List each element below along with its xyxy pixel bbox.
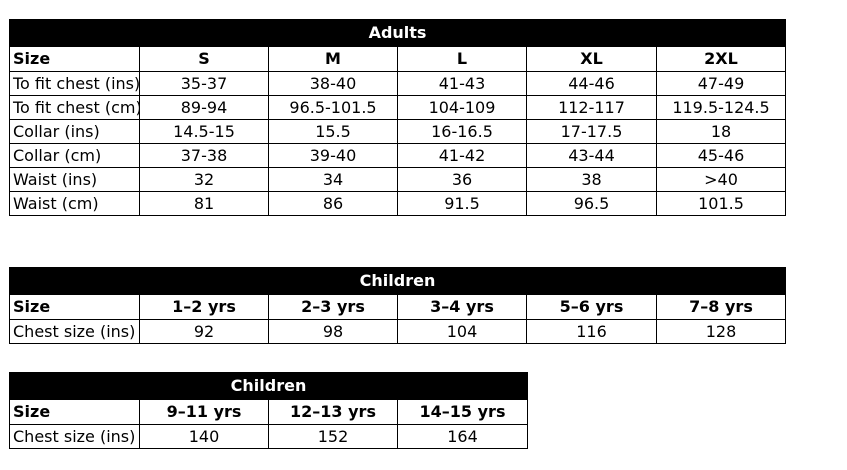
table-cell: 116 [526,319,657,344]
row-label: To fit chest (ins) [9,71,140,96]
table-cell: 104 [397,319,527,344]
row-label: Chest size (ins) [9,424,140,449]
column-header: L [397,46,527,72]
children-size-table: Children Size 9–11 yrs 12–13 yrs 14–15 y… [9,372,528,449]
table-title: Children [9,372,528,400]
table-cell: 112-117 [526,95,657,120]
table-cell: 47-49 [655,71,787,96]
table-row: Chest size (ins) 92 98 104 116 128 [9,319,786,344]
table-cell: 96.5-101.5 [268,95,398,120]
column-header: Size [9,399,140,425]
row-label: Waist (cm) [9,191,140,216]
table-row: To fit chest (cm) 89-94 96.5-101.5 104-1… [9,95,787,120]
table-cell: 16-16.5 [397,119,527,144]
table-cell: 41-43 [397,71,527,96]
row-label: Chest size (ins) [9,319,140,344]
table-cell: 45-46 [655,143,787,168]
table-cell: 36 [397,167,527,192]
column-header: 3–4 yrs [397,294,527,320]
column-header: Size [9,46,140,72]
column-header: 12–13 yrs [268,399,398,425]
table-cell: 15.5 [268,119,398,144]
header-row: Size 9–11 yrs 12–13 yrs 14–15 yrs [9,399,528,425]
column-header: Size [9,294,140,320]
column-header: S [139,46,269,72]
table-cell: 128 [656,319,786,344]
column-header: 2–3 yrs [268,294,398,320]
table-row: Chest size (ins) 140 152 164 [9,424,528,449]
column-header: 1–2 yrs [139,294,269,320]
adults-size-table: Adults Size S M L XL 2XL To fit chest (i… [8,19,787,216]
table-cell: 38-40 [268,71,398,96]
table-cell: 89-94 [139,95,269,120]
table-cell: 39-40 [268,143,398,168]
table-cell: 164 [397,424,528,449]
table-cell: >40 [655,167,787,192]
table-cell: 32 [139,167,269,192]
table-row: Collar (cm) 37-38 39-40 41-42 43-44 45-4… [9,143,787,168]
table-row: Waist (cm) 81 86 91.5 96.5 101.5 [9,191,787,216]
row-label: Collar (cm) [9,143,140,168]
table-cell: 14.5-15 [139,119,269,144]
header-row: Size S M L XL 2XL [9,46,787,72]
column-header: 7–8 yrs [656,294,786,320]
column-header: 2XL [655,46,787,72]
table-cell: 17-17.5 [526,119,657,144]
header-row: Size 1–2 yrs 2–3 yrs 3–4 yrs 5–6 yrs 7–8… [9,294,786,320]
children-size-table: Children Size 1–2 yrs 2–3 yrs 3–4 yrs 5–… [9,267,786,344]
table-cell: 81 [139,191,269,216]
table-cell: 35-37 [139,71,269,96]
table-cell: 18 [655,119,787,144]
table-cell: 140 [139,424,269,449]
column-header: M [268,46,398,72]
table-cell: 91.5 [397,191,527,216]
table-cell: 101.5 [655,191,787,216]
table-cell: 38 [526,167,657,192]
table-cell: 43-44 [526,143,657,168]
table-cell: 92 [139,319,269,344]
table-title: Children [9,267,786,295]
table-row: Collar (ins) 14.5-15 15.5 16-16.5 17-17.… [9,119,787,144]
table-cell: 34 [268,167,398,192]
table-row: To fit chest (ins) 35-37 38-40 41-43 44-… [9,71,787,96]
table-cell: 44-46 [526,71,657,96]
column-header: 14–15 yrs [397,399,528,425]
column-header: 9–11 yrs [139,399,269,425]
row-label: To fit chest (cm) [9,95,140,120]
table-cell: 86 [268,191,398,216]
row-label: Waist (ins) [9,167,140,192]
column-header: XL [526,46,657,72]
table-cell: 98 [268,319,398,344]
table-cell: 152 [268,424,398,449]
column-header: 5–6 yrs [526,294,657,320]
table-row: Waist (ins) 32 34 36 38 >40 [9,167,787,192]
table-title: Adults [8,19,787,47]
table-cell: 37-38 [139,143,269,168]
table-cell: 96.5 [526,191,657,216]
row-label: Collar (ins) [9,119,140,144]
table-cell: 41-42 [397,143,527,168]
table-cell: 104-109 [397,95,527,120]
table-cell: 119.5-124.5 [655,95,787,120]
